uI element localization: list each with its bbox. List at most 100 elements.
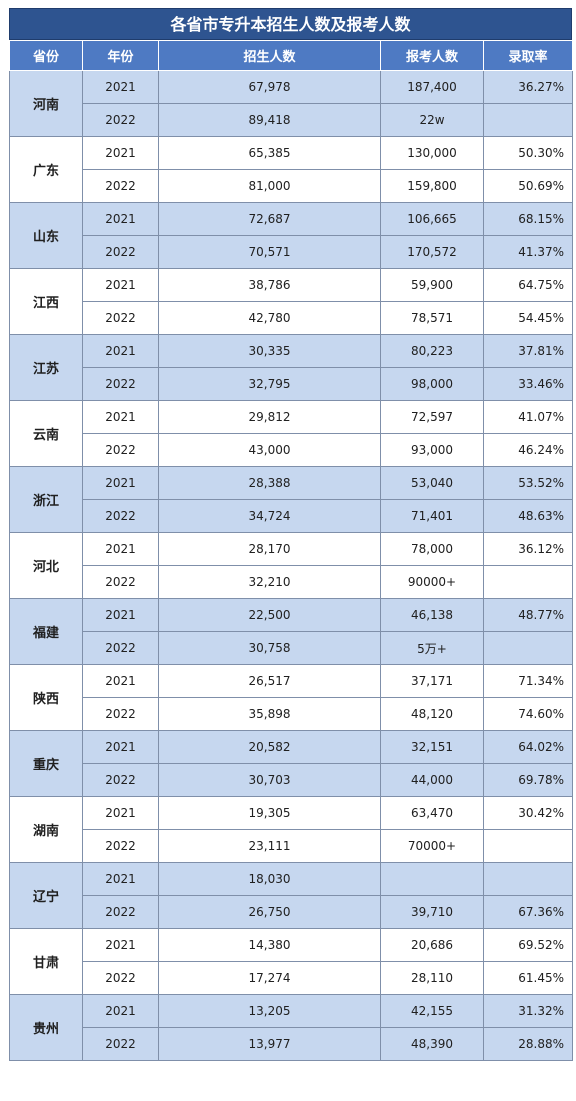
enrolled-cell: 23,111 — [158, 829, 381, 863]
enrollment-table: 省份 年份 招生人数 报考人数 录取率 河南 2021 67,978 187,400 3… — [9, 40, 573, 1061]
enrolled-cell: 13,977 — [158, 1027, 381, 1061]
year-cell: 2022 — [82, 895, 159, 929]
table-row: 江西 2021 38,786 59,900 64.75% — [9, 268, 573, 335]
province-cell: 浙江 — [9, 466, 83, 533]
enrolled-cell: 38,786 — [158, 268, 381, 302]
applicants-cell: 28,110 — [380, 961, 484, 995]
province-cell: 江苏 — [9, 334, 83, 401]
rate-cell: 69.78% — [483, 763, 573, 797]
enrolled-cell: 30,335 — [158, 334, 381, 368]
table-row: 2022 89,418 22w — [10, 103, 573, 137]
applicants-cell: 5万+ — [380, 631, 484, 665]
table-row: 重庆 2021 20,582 32,151 64.02% — [9, 730, 573, 797]
year-cell: 2021 — [82, 664, 159, 698]
table-row: 2022 13,977 48,390 28.88% — [10, 1027, 573, 1061]
rate-cell: 74.60% — [483, 697, 573, 731]
applicants-cell: 72,597 — [380, 400, 484, 434]
enrolled-cell: 81,000 — [158, 169, 381, 203]
enrolled-cell: 34,724 — [158, 499, 381, 533]
enrolled-cell: 70,571 — [158, 235, 381, 269]
table-row: 2022 42,780 78,571 54.45% — [10, 301, 573, 335]
rate-cell: 30.42% — [483, 796, 573, 830]
year-cell: 2022 — [82, 1027, 159, 1061]
year-cell: 2022 — [82, 235, 159, 269]
year-cell: 2021 — [82, 928, 159, 962]
province-cell: 河南 — [9, 70, 83, 137]
enrolled-cell: 14,380 — [158, 928, 381, 962]
enrolled-cell: 18,030 — [158, 862, 381, 896]
rate-cell: 31.32% — [483, 994, 573, 1028]
rate-cell: 53.52% — [483, 466, 573, 500]
table-row: 贵州 2021 13,205 42,155 31.32% — [9, 994, 573, 1061]
year-cell: 2021 — [82, 994, 159, 1028]
table-row: 2022 70,571 170,572 41.37% — [10, 235, 573, 269]
enrolled-cell: 42,780 — [158, 301, 381, 335]
enrolled-cell: 17,274 — [158, 961, 381, 995]
year-cell: 2022 — [82, 829, 159, 863]
enrolled-cell: 32,795 — [158, 367, 381, 401]
year-cell: 2021 — [82, 70, 159, 104]
applicants-cell: 93,000 — [380, 433, 484, 467]
enrolled-cell: 30,703 — [158, 763, 381, 797]
applicants-cell: 159,800 — [380, 169, 484, 203]
rate-cell: 46.24% — [483, 433, 573, 467]
table-row: 山东 2021 72,687 106,665 68.15% — [9, 202, 573, 269]
applicants-cell: 59,900 — [380, 268, 484, 302]
province-cell: 江西 — [9, 268, 83, 335]
rate-cell — [483, 862, 573, 896]
table-row: 2022 30,703 44,000 69.78% — [10, 763, 573, 797]
year-cell: 2021 — [82, 334, 159, 368]
applicants-cell: 170,572 — [380, 235, 484, 269]
province-cell: 河北 — [9, 532, 83, 599]
year-cell: 2022 — [82, 631, 159, 665]
enrolled-cell: 43,000 — [158, 433, 381, 467]
year-cell: 2022 — [82, 961, 159, 995]
year-cell: 2021 — [82, 730, 159, 764]
year-cell: 2022 — [82, 103, 159, 137]
header-enrolled: 招生人数 — [158, 40, 381, 71]
enrolled-cell: 29,812 — [158, 400, 381, 434]
header-province: 省份 — [9, 40, 83, 71]
applicants-cell: 39,710 — [380, 895, 484, 929]
province-cell: 广东 — [9, 136, 83, 203]
rate-cell — [483, 829, 573, 863]
rate-cell: 71.34% — [483, 664, 573, 698]
table-row: 河南 2021 67,978 187,400 36.27% — [9, 70, 573, 137]
table-row: 2022 30,758 5万+ — [10, 631, 573, 665]
enrolled-cell: 28,388 — [158, 466, 381, 500]
rate-cell: 37.81% — [483, 334, 573, 368]
applicants-cell: 48,390 — [380, 1027, 484, 1061]
province-cell: 陕西 — [9, 664, 83, 731]
rate-cell: 41.37% — [483, 235, 573, 269]
table-row: 湖南 2021 19,305 63,470 30.42% — [9, 796, 573, 863]
table-title: 各省市专升本招生人数及报考人数 — [9, 8, 572, 40]
rate-cell — [483, 103, 573, 137]
header-applicants: 报考人数 — [380, 40, 484, 71]
rate-cell: 36.12% — [483, 532, 573, 566]
applicants-cell: 187,400 — [380, 70, 484, 104]
table-row: 广东 2021 65,385 130,000 50.30% — [9, 136, 573, 203]
enrolled-cell: 35,898 — [158, 697, 381, 731]
rate-cell: 50.69% — [483, 169, 573, 203]
rate-cell: 69.52% — [483, 928, 573, 962]
year-cell: 2021 — [82, 400, 159, 434]
table-row: 辽宁 2021 18,030 — [9, 862, 573, 929]
header-row: 省份 年份 招生人数 报考人数 录取率 — [9, 40, 573, 71]
table-row: 福建 2021 22,500 46,138 48.77% — [9, 598, 573, 665]
province-cell: 甘肃 — [9, 928, 83, 995]
header-year: 年份 — [82, 40, 159, 71]
enrolled-cell: 28,170 — [158, 532, 381, 566]
rate-cell: 61.45% — [483, 961, 573, 995]
applicants-cell: 71,401 — [380, 499, 484, 533]
applicants-cell — [380, 862, 484, 896]
applicants-cell: 98,000 — [380, 367, 484, 401]
table-row: 2022 17,274 28,110 61.45% — [10, 961, 573, 995]
rate-cell: 67.36% — [483, 895, 573, 929]
year-cell: 2022 — [82, 169, 159, 203]
table-row: 2022 35,898 48,120 74.60% — [10, 697, 573, 731]
rate-cell: 41.07% — [483, 400, 573, 434]
applicants-cell: 70000+ — [380, 829, 484, 863]
table-row: 陕西 2021 26,517 37,171 71.34% — [9, 664, 573, 731]
province-cell: 山东 — [9, 202, 83, 269]
year-cell: 2022 — [82, 697, 159, 731]
